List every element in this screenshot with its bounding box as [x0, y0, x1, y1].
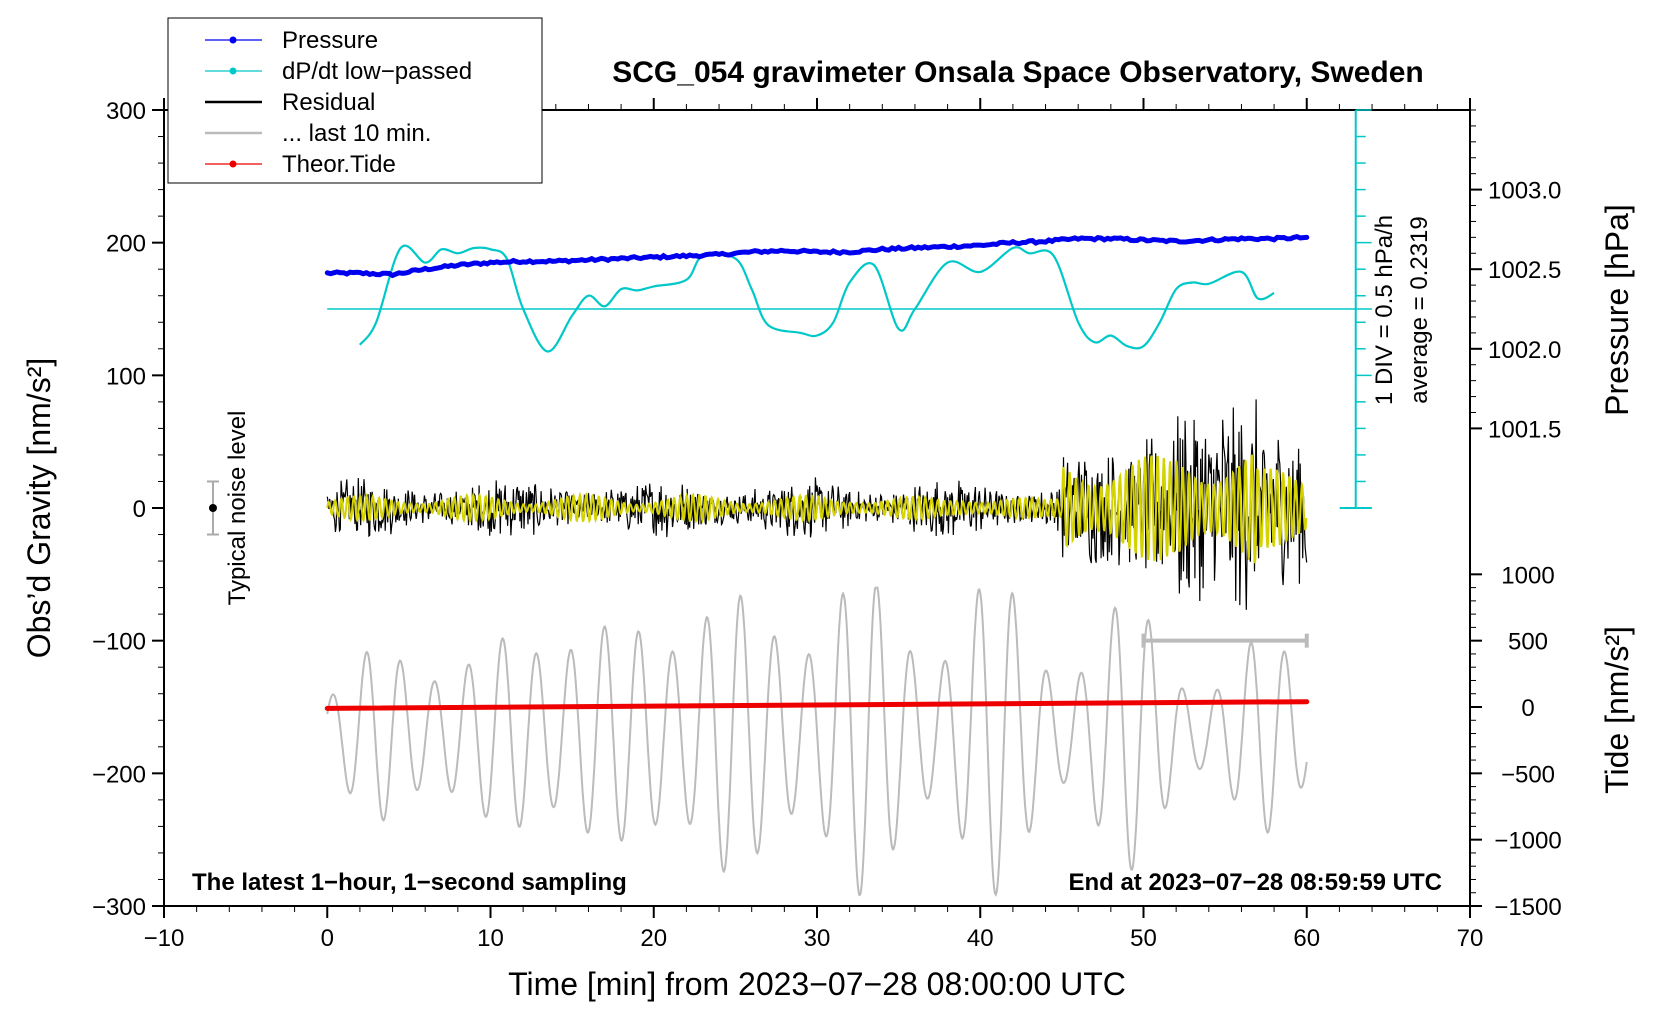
series-residual-filtered [326, 454, 1308, 564]
x-axis: −10 0 10 20 30 40 50 60 70 [144, 98, 1484, 952]
end-time-note: End at 2023−07−28 08:59:59 UTC [1068, 869, 1442, 896]
pressure-axis: 1003.0 1002.5 1002.0 1001.5 [1470, 109, 1561, 443]
sampling-note: The latest 1−hour, 1−second sampling [192, 869, 627, 896]
series-pressure [324, 233, 1310, 279]
tide-tick-label: 1000 [1501, 562, 1554, 589]
legend-marker [229, 67, 237, 75]
legend-marker [229, 36, 237, 44]
pressure-tick-label: 1002.5 [1488, 257, 1561, 284]
tide-tick-label: −1000 [1494, 828, 1561, 855]
noise-level-label: Typical noise level [224, 411, 251, 606]
x-axis-title: Time [min] from 2023−07−28 08:00:00 UTC [508, 966, 1126, 1002]
x-tick-label: 70 [1457, 925, 1484, 952]
legend-label: Theor.Tide [282, 151, 396, 178]
tide-axis-title: Tide [nm/s²] [1599, 626, 1635, 794]
series-dpdt [359, 244, 1275, 353]
x-tick-label: 40 [967, 925, 994, 952]
legend-label: Residual [282, 89, 375, 116]
y-left-axis-title: Obs’d Gravity [nm/s²] [21, 358, 57, 659]
y-tick-label: 200 [106, 231, 146, 258]
pressure-tick-label: 1001.5 [1488, 416, 1561, 443]
y-tick-label: −100 [92, 629, 146, 656]
x-tick-label: 50 [1130, 925, 1157, 952]
series-last-10-min [326, 586, 1308, 897]
tide-axis: 1000 500 0 −500 −1000 −1500 [1470, 562, 1562, 921]
y-tick-label: −200 [92, 761, 146, 788]
y-tick-label: 0 [133, 496, 146, 523]
tide-tick-label: −500 [1501, 761, 1555, 788]
x-tick-label: 60 [1293, 925, 1320, 952]
noise-level-marker [206, 480, 219, 536]
legend-label: Pressure [282, 27, 378, 54]
tide-tick-label: 0 [1521, 695, 1534, 722]
y-tick-label: 300 [106, 98, 146, 125]
legend-label: dP/dt low−passed [282, 58, 472, 85]
noise-dot [208, 504, 217, 512]
tide-tick-label: −1500 [1494, 894, 1561, 921]
x-tick-label: 30 [804, 925, 831, 952]
legend: Pressure dP/dt low−passed Residual ... last… [205, 27, 472, 178]
tide-tick-label: 500 [1508, 629, 1548, 656]
y-tick-label: 100 [106, 363, 146, 390]
average-label: average = 0.2319 [1406, 216, 1433, 404]
x-tick-label: 0 [321, 925, 334, 952]
y-tick-label: −300 [92, 894, 146, 921]
chart-title: SCG_054 gravimeter Onsala Space Observat… [612, 56, 1424, 89]
legend-box [167, 17, 543, 184]
pressure-tick-label: 1003.0 [1488, 178, 1561, 205]
div-label: 1 DIV = 0.5 hPa/h [1371, 215, 1398, 405]
last-10-min-bar [1141, 633, 1309, 648]
legend-marker [229, 160, 237, 168]
legend-label: ... last 10 min. [282, 120, 431, 147]
pressure-tick-label: 1002.0 [1488, 337, 1561, 364]
x-tick-label: 20 [640, 925, 667, 952]
pressure-axis-title: Pressure [hPa] [1599, 204, 1635, 416]
x-tick-label: 10 [477, 925, 504, 952]
series-tide [324, 699, 1310, 711]
y-left-axis: 300 200 100 0 −100 −200 −300 [92, 98, 164, 921]
x-tick-label: −10 [144, 925, 185, 952]
